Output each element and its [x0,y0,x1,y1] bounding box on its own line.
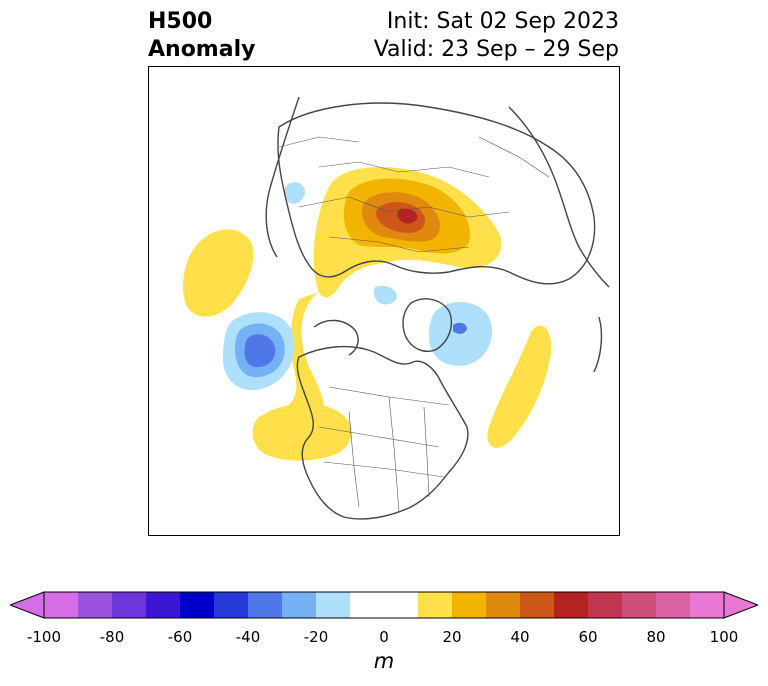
colorbar-cell [622,592,657,618]
colorbar-cell [248,592,283,618]
forecast-dates: Init: Sat 02 Sep 2023 Valid: 23 Sep – 29… [374,8,619,64]
colorbar-cell [180,592,215,618]
coastlines [265,96,610,520]
asia-east-coast [508,106,610,288]
colorbar [10,591,758,619]
anomaly-arctic-small [373,285,397,305]
colorbar-cell [554,592,589,618]
anomaly-gulf-alaska-40 [244,334,276,367]
title-field: Anomaly [148,37,256,62]
colorbar-tick-label: 20 [442,628,462,646]
colorbar-extend-low [10,591,45,619]
borders [278,136,550,513]
colorbar-tick-label: -100 [26,628,62,646]
colorbar-tick-label: 100 [709,628,739,646]
colorbar-outline [43,591,725,619]
colorbar-tick-label: 0 [379,628,389,646]
valid-range: Valid: 23 Sep – 29 Sep [373,37,619,62]
colorbar-extend-high [723,591,758,619]
anomaly-greenland-30 [453,322,467,334]
colorbar-cell [316,592,351,618]
colorbar-tick-label: -40 [235,628,261,646]
colorbar-cell [78,592,113,618]
anomaly-npac-20 [182,229,254,317]
greenland-coast [402,298,453,353]
colorbar-cell [656,592,691,618]
colorbar-tick-label: -80 [99,628,125,646]
eurasia-coast [277,102,596,285]
title-variable: H500 [148,9,213,34]
colorbar-cell [690,592,725,618]
chart-title: H500 Anomaly [148,8,255,64]
anomaly-atlantic-20 [487,325,552,448]
colorbar-cell [282,592,317,618]
colorbar-cell [214,592,249,618]
colorbar-tick-label: 60 [578,628,598,646]
negative-anomaly-fills [222,182,493,391]
colorbar-tick-label: 40 [510,628,530,646]
colorbar-cells [44,592,725,618]
colorbar-cell [486,592,521,618]
japan-coast [593,316,603,373]
init-date: Init: Sat 02 Sep 2023 [386,9,619,34]
colorbar-unit: m [373,649,395,673]
colorbar-cell [44,592,79,618]
colorbar-cell [588,592,623,618]
colorbar-cell [520,592,555,618]
colorbar-tick-label: -20 [303,628,329,646]
north-america-coast [296,345,469,520]
anomaly-greenland-20 [429,301,493,366]
colorbar-cell [112,592,147,618]
alaska-coast [313,319,359,356]
colorbar-cell [384,592,419,618]
anomaly-map [148,66,620,536]
map-canvas [182,96,610,520]
colorbar-cell [146,592,181,618]
positive-anomaly-fills [182,167,552,461]
anomaly-pacific-20 [252,402,352,461]
colorbar-cell [418,592,453,618]
anomaly-siberia-60 [397,208,418,224]
colorbar-cell [350,592,385,618]
colorbar-tick-label: 80 [646,628,666,646]
colorbar-tick-label: -60 [167,628,193,646]
colorbar-cell [452,592,487,618]
europe-coast [265,96,300,258]
anomaly-kamchatka-20 [284,182,305,204]
